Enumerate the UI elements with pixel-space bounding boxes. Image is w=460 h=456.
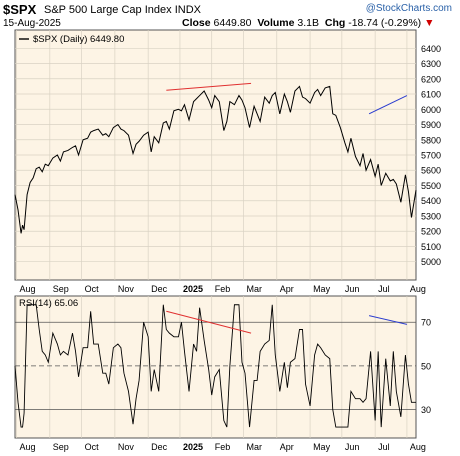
volume-label: Volume bbox=[257, 17, 295, 29]
price-tick-label: 5000 bbox=[421, 257, 441, 267]
index-name: S&P 500 Large Cap Index INDX bbox=[44, 4, 201, 16]
x-tick-label: 2025 bbox=[183, 284, 203, 294]
x-tick-label: Feb bbox=[215, 442, 231, 452]
x-tick-label: Aug bbox=[20, 442, 36, 452]
x-tick-label: Nov bbox=[118, 442, 135, 452]
rsi-trendline-red bbox=[166, 310, 252, 334]
volume-value: 3.1B bbox=[297, 17, 320, 29]
price-tick-label: 5300 bbox=[421, 211, 441, 221]
rsi-legend: RSI(14) 65.06 bbox=[19, 298, 78, 309]
x-tick-label: Sep bbox=[53, 442, 69, 452]
rsi-tick-label: 70 bbox=[421, 318, 431, 328]
price-tick-label: 5200 bbox=[421, 227, 441, 237]
x-tick-label: Nov bbox=[118, 284, 135, 294]
down-arrow-icon: ▼ bbox=[424, 17, 435, 29]
rsi-line bbox=[14, 304, 416, 428]
price-tick-label: 5500 bbox=[421, 181, 441, 191]
chg-value: -18.74 (-0.29%) bbox=[348, 17, 422, 29]
price-tick-label: 5700 bbox=[421, 151, 441, 161]
x-tick-label: Mar bbox=[246, 442, 262, 452]
x-tick-label: Jul bbox=[378, 284, 390, 294]
index-name-text: S&P 500 Large Cap Index bbox=[44, 4, 172, 16]
x-tick-label: Mar bbox=[246, 284, 262, 294]
x-tick-label: Apr bbox=[280, 284, 294, 294]
x-tick-label: Dec bbox=[151, 284, 168, 294]
rsi-tick-label: 30 bbox=[421, 405, 431, 415]
x-tick-label: Aug bbox=[410, 284, 426, 294]
x-tick-label: Apr bbox=[280, 442, 294, 452]
price-tick-label: 6100 bbox=[421, 90, 441, 100]
price-line bbox=[14, 85, 417, 234]
stockcharts-watermark: @StockCharts.com bbox=[365, 3, 452, 14]
close-value: 6449.80 bbox=[213, 17, 252, 29]
price-tick-label: 5600 bbox=[421, 166, 441, 176]
x-tick-label: Jun bbox=[345, 284, 360, 294]
x-tick-label: 2025 bbox=[183, 442, 203, 452]
price-tick-label: 5900 bbox=[421, 120, 441, 130]
x-tick-label: May bbox=[313, 442, 331, 452]
price-tick-label: 6000 bbox=[421, 105, 441, 115]
quote-date: 15-Aug-2025 bbox=[3, 18, 61, 29]
exchange-label: INDX bbox=[174, 4, 201, 16]
x-tick-label: Oct bbox=[85, 442, 100, 452]
rsi-trendline-blue bbox=[368, 315, 408, 325]
x-tick-label: May bbox=[313, 284, 331, 294]
x-tick-label: Aug bbox=[20, 284, 36, 294]
x-tick-label: Dec bbox=[151, 442, 168, 452]
rsi-tick-label: 50 bbox=[421, 361, 431, 371]
x-tick-label: Aug bbox=[410, 442, 426, 452]
symbol: $SPX bbox=[3, 2, 37, 17]
x-tick-label: Jul bbox=[378, 442, 390, 452]
price-tick-label: 5400 bbox=[421, 196, 441, 206]
rsi-panel bbox=[14, 295, 417, 439]
close-label: Close bbox=[182, 17, 211, 29]
quote-stats: Close 6449.80 Volume 3.1B Chg -18.74 (-0… bbox=[182, 17, 434, 29]
price-tick-label: 6300 bbox=[421, 59, 441, 69]
x-tick-label: Feb bbox=[215, 284, 231, 294]
chart-header: $SPX S&P 500 Large Cap Index INDX 15-Aug… bbox=[0, 0, 460, 30]
price-tick-label: 5800 bbox=[421, 135, 441, 145]
price-legend: $SPX (Daily) 6449.80 bbox=[33, 34, 124, 45]
x-tick-label: Oct bbox=[85, 284, 100, 294]
x-tick-label: Sep bbox=[53, 284, 69, 294]
chg-label: Chg bbox=[324, 17, 346, 29]
price-trendline-red bbox=[166, 82, 252, 91]
price-trendline-blue bbox=[368, 95, 408, 115]
price-tick-label: 5100 bbox=[421, 242, 441, 252]
price-tick-label: 6400 bbox=[421, 44, 441, 54]
x-tick-label: Jun bbox=[345, 442, 360, 452]
price-tick-label: 6200 bbox=[421, 74, 441, 84]
